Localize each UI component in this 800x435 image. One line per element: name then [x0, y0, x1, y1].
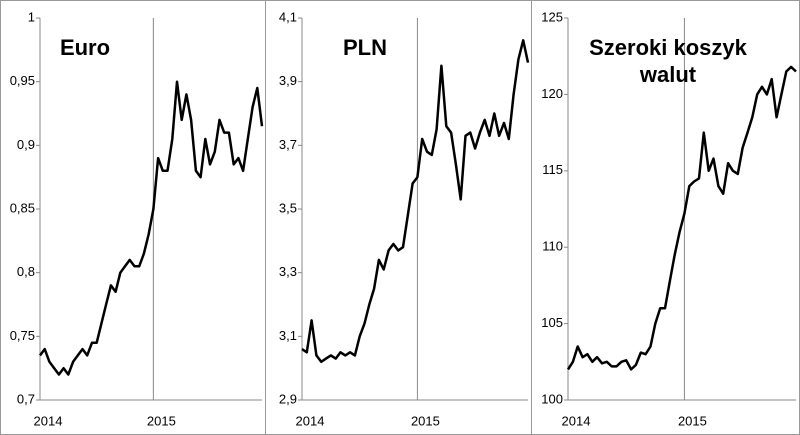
y-tick-label: 125 — [541, 9, 563, 24]
y-tick-label: 110 — [542, 239, 563, 254]
y-tick-label: 0,95 — [10, 73, 35, 88]
x-tick-label: 2015 — [147, 413, 176, 428]
chart-title: Euro — [59, 35, 111, 60]
x-tick-label: 2014 — [562, 413, 591, 428]
x-tick-label: 2014 — [34, 413, 63, 428]
y-tick-label: 100 — [541, 391, 563, 406]
x-tick-label: 2015 — [411, 413, 440, 428]
y-tick-label: 3,3 — [279, 264, 297, 279]
line-series — [566, 65, 797, 371]
y-tick-label: 3,5 — [279, 200, 297, 215]
y-tick-label: 115 — [542, 162, 563, 177]
y-tick-label: 0,75 — [10, 328, 35, 343]
y-tick-label: 0,85 — [10, 200, 35, 215]
y-tick-label: 2,9 — [279, 391, 297, 406]
y-tick-label: 4,1 — [279, 9, 297, 24]
line-series — [301, 39, 530, 364]
y-tick-label: 0,7 — [17, 391, 35, 406]
y-tick-label: 3,7 — [279, 137, 297, 152]
chart-title: Szeroki koszyk walut — [589, 35, 747, 87]
y-tick-label: 3,1 — [279, 328, 297, 343]
y-tick-label: 1 — [28, 9, 35, 24]
y-tick-label: 0,8 — [17, 264, 35, 279]
y-tick-label: 105 — [541, 315, 563, 330]
x-tick-label: 2015 — [678, 413, 707, 428]
line-series — [38, 80, 264, 376]
y-tick-label: 120 — [541, 86, 563, 101]
y-tick-label: 0,9 — [17, 137, 35, 152]
x-tick-label: 2014 — [296, 413, 325, 428]
y-tick-label: 3,9 — [279, 73, 297, 88]
chart-title: PLN — [343, 35, 387, 60]
